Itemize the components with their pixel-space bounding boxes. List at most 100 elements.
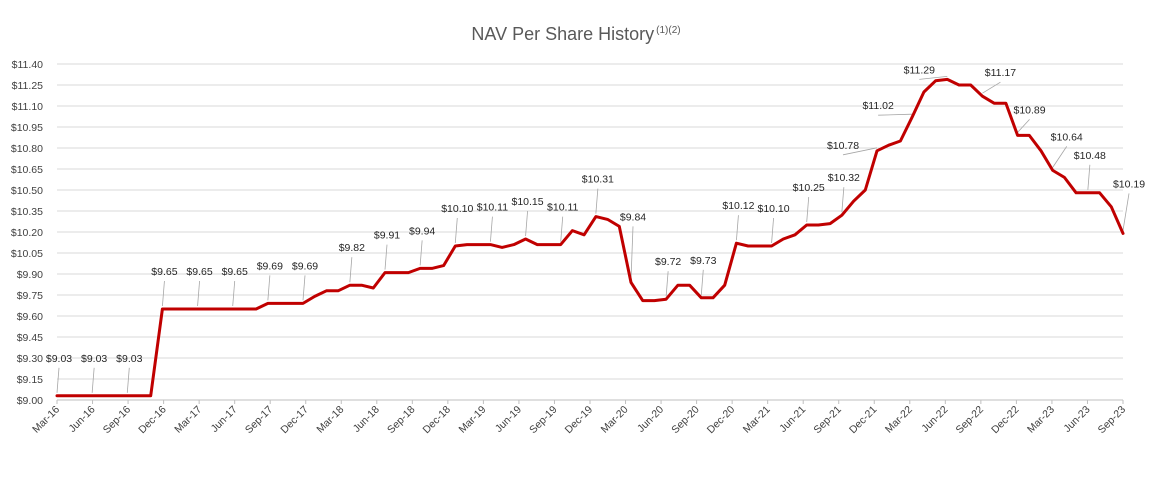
leader-line xyxy=(384,244,388,270)
y-tick-label: $10.65 xyxy=(11,164,43,176)
x-tick-label: Sep-16 xyxy=(101,404,134,437)
leader-line xyxy=(197,280,200,307)
x-tick-label: Sep-20 xyxy=(669,404,702,437)
leader-line xyxy=(267,275,271,301)
leader-line xyxy=(630,226,634,280)
leader-line xyxy=(919,76,948,80)
data-label: $10.89 xyxy=(1014,104,1046,116)
leader-line xyxy=(1052,146,1068,168)
y-tick-label: $10.80 xyxy=(11,143,43,155)
x-tick-label: Dec-21 xyxy=(847,404,880,437)
x-tick-label: Sep-17 xyxy=(243,404,276,437)
y-tick-label: $10.95 xyxy=(11,122,43,134)
data-label: $11.29 xyxy=(904,64,935,76)
leader-line xyxy=(91,367,95,393)
data-label: $9.65 xyxy=(186,266,212,278)
data-label: $10.10 xyxy=(441,203,473,215)
data-label: $9.03 xyxy=(116,353,142,365)
y-tick-label: $11.25 xyxy=(12,80,43,92)
leader-line xyxy=(806,196,810,223)
x-tick-label: Mar-20 xyxy=(599,404,631,436)
data-label: $11.17 xyxy=(985,67,1016,79)
x-tick-label: Dec-20 xyxy=(705,404,738,437)
data-label: $9.84 xyxy=(620,211,646,223)
leader-line xyxy=(878,113,913,116)
leader-line xyxy=(841,187,845,213)
data-label: $9.69 xyxy=(257,260,283,272)
leader-line xyxy=(126,367,130,393)
y-tick-label: $11.40 xyxy=(12,59,43,71)
data-label: $11.02 xyxy=(862,100,893,112)
leader-line xyxy=(1122,193,1130,231)
y-tick-label: $9.00 xyxy=(17,395,43,407)
leader-line xyxy=(595,188,599,214)
leader-line xyxy=(736,215,739,241)
data-label: $9.82 xyxy=(339,242,365,254)
data-label: $10.64 xyxy=(1051,131,1083,143)
x-tick-label: Jun-19 xyxy=(493,404,524,435)
x-tick-label: Sep-22 xyxy=(954,404,987,437)
x-axis-ticks: Mar-16 Jun-16 Sep-16 Dec-16 Mar-17 Jun-17 Sep-… xyxy=(30,400,1128,436)
x-tick-label: Mar-19 xyxy=(457,404,489,436)
data-label: $9.73 xyxy=(690,255,716,267)
leader-line xyxy=(419,240,423,266)
y-tick-label: $10.50 xyxy=(11,185,43,197)
gridlines xyxy=(57,63,1123,401)
x-tick-label: Jun-17 xyxy=(209,404,240,435)
y-tick-label: $9.45 xyxy=(17,332,43,344)
leader-line xyxy=(56,367,60,393)
x-tick-label: Sep-21 xyxy=(811,404,844,437)
x-tick-label: Mar-17 xyxy=(172,404,204,436)
data-label: $10.19 xyxy=(1113,178,1145,190)
data-label: $9.72 xyxy=(655,256,681,268)
x-tick-label: Dec-22 xyxy=(989,404,1022,437)
data-label: $10.10 xyxy=(758,203,790,215)
data-labels: $9.03 $9.03 $9.03 $9.65 $9.65 $9.65 $9.69 $9.69… xyxy=(46,64,1145,364)
leader-line xyxy=(162,280,165,307)
x-tick-label: Mar-23 xyxy=(1025,404,1057,436)
x-tick-label: Jun-22 xyxy=(919,404,950,435)
data-label: $9.65 xyxy=(151,266,177,278)
series-group xyxy=(55,77,1125,398)
x-tick-label: Dec-18 xyxy=(421,404,454,437)
data-label: $10.25 xyxy=(793,182,825,194)
x-tick-label: Sep-23 xyxy=(1096,404,1129,437)
data-label: $10.11 xyxy=(547,202,578,214)
leader-line xyxy=(454,217,458,244)
leader-line xyxy=(982,81,1001,94)
x-tick-label: Dec-17 xyxy=(278,404,311,437)
x-tick-label: Jun-21 xyxy=(777,404,808,435)
data-label: $9.69 xyxy=(292,260,318,272)
chart-title: NAV Per Share History (1)(2) xyxy=(0,24,1152,45)
y-tick-label: $11.10 xyxy=(12,101,43,113)
x-tick-label: Mar-22 xyxy=(883,404,915,436)
y-tick-label: $9.15 xyxy=(17,374,43,386)
label-leader-lines xyxy=(56,76,1130,393)
x-tick-label: Jun-16 xyxy=(66,404,97,435)
data-label: $10.32 xyxy=(828,172,860,184)
data-label: $10.78 xyxy=(827,140,859,152)
y-tick-label: $9.30 xyxy=(17,353,43,365)
data-label: $10.11 xyxy=(477,202,508,214)
y-tick-label: $10.20 xyxy=(11,227,43,239)
data-label: $9.03 xyxy=(81,353,107,365)
data-label: $9.91 xyxy=(374,230,400,242)
y-axis-ticks: $9.00 $9.15 $9.30 $9.45 $9.60 $9.75 $9.90 $10.0… xyxy=(11,59,43,407)
y-tick-label: $9.90 xyxy=(17,269,43,281)
leader-line xyxy=(665,271,669,297)
data-label: $10.48 xyxy=(1074,150,1106,162)
x-tick-label: Mar-18 xyxy=(314,404,346,436)
data-label: $9.03 xyxy=(46,353,72,365)
y-tick-label: $10.35 xyxy=(11,206,43,218)
y-tick-label: $9.75 xyxy=(17,290,43,302)
leader-line xyxy=(1017,119,1030,133)
leader-line xyxy=(525,210,528,237)
nav-series-line xyxy=(55,77,1125,398)
x-tick-label: Dec-16 xyxy=(136,404,169,437)
leader-line xyxy=(232,280,236,307)
leader-line xyxy=(771,217,774,244)
y-tick-label: $10.05 xyxy=(11,248,43,260)
y-tick-label: $9.60 xyxy=(17,311,43,323)
leader-line xyxy=(842,147,878,156)
